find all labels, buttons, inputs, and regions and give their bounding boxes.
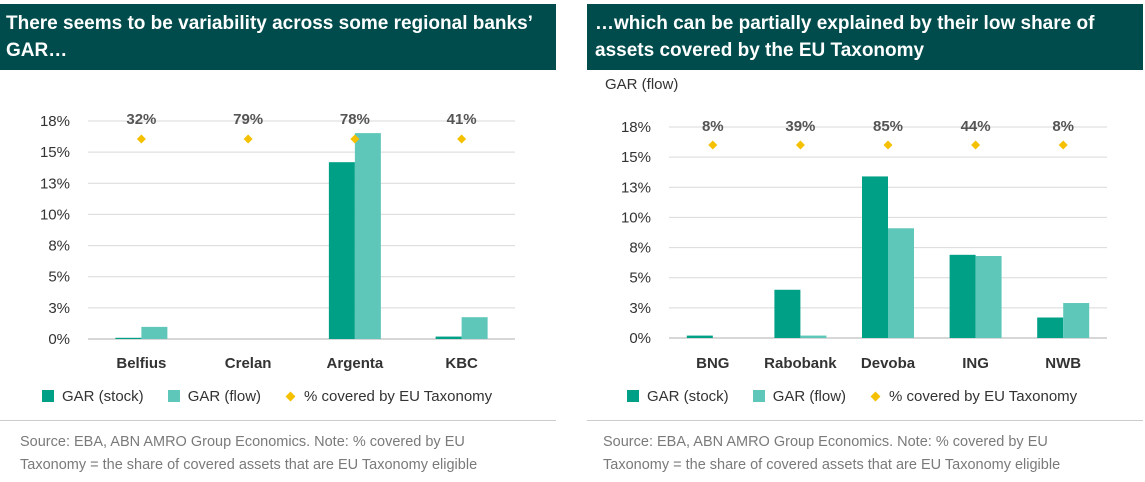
- y-tick-label: 0%: [48, 331, 70, 348]
- legend-label-stock: GAR (stock): [647, 387, 729, 405]
- bar-flow: [1063, 303, 1090, 338]
- chart-title: …which can be partially explained by the…: [595, 13, 1095, 61]
- chart-title: There seems to be variability across som…: [6, 13, 532, 61]
- legend-label-coverage: % covered by EU Taxonomy: [889, 387, 1078, 405]
- x-tick-label: BNG: [696, 355, 729, 372]
- divider: [0, 420, 556, 421]
- bar-chart: 0% 3% 5% 8% 10% 13% 15% 18% BNG 8% Rabobank 39% Devo…: [621, 118, 1107, 372]
- bar-stock: [1037, 317, 1064, 338]
- chart-title-bar: There seems to be variability across som…: [0, 4, 556, 70]
- bar-stock: [328, 162, 355, 339]
- coverage-label: 79%: [233, 111, 263, 128]
- y-tick-label: 15%: [621, 149, 651, 166]
- y-tick-label: 8%: [48, 238, 70, 255]
- y-tick-label: 0%: [629, 330, 651, 347]
- diamond-marker-icon: [870, 391, 881, 401]
- chart-legend: GAR (stock) GAR (flow) % covered by EU T…: [627, 384, 1101, 408]
- y-tick-label: 18%: [621, 119, 651, 136]
- coverage-label: 85%: [873, 118, 903, 135]
- bar-flow: [888, 228, 914, 338]
- bar-flow: [141, 326, 168, 339]
- coverage-label: 78%: [340, 111, 370, 128]
- bar-flow: [800, 335, 827, 338]
- legend-label-flow: GAR (flow): [187, 387, 262, 405]
- diamond-marker-icon: [285, 391, 296, 401]
- x-tick-label: ING: [962, 355, 989, 372]
- y-tick-label: 13%: [621, 179, 651, 196]
- y-tick-label: 10%: [621, 209, 651, 226]
- coverage-label: 8%: [702, 118, 724, 135]
- left-chart-panel: There seems to be variability across som…: [0, 0, 556, 482]
- right-chart-panel: …which can be partially explained by the…: [587, 0, 1143, 482]
- x-tick-label: Devoba: [861, 355, 916, 372]
- y-tick-label: 3%: [48, 300, 70, 317]
- coverage-marker: [883, 140, 893, 150]
- coverage-marker: [243, 134, 253, 144]
- legend-label-flow: GAR (flow): [772, 387, 847, 405]
- coverage-label: 8%: [1052, 118, 1074, 135]
- source-line-2: Taxonomy = the share of covered assets t…: [603, 457, 1061, 473]
- y-tick-label: 5%: [48, 269, 70, 286]
- x-tick-label: Argenta: [327, 355, 384, 372]
- source-note: Source: EBA, ABN AMRO Group Economics. N…: [20, 431, 477, 477]
- bar-chart: 0% 3% 5% 8% 10% 13% 15% 18% Belfius 32% Crelan 79% A…: [40, 111, 515, 372]
- bar-stock: [115, 337, 142, 339]
- coverage-marker: [457, 134, 467, 144]
- y-tick-label: 3%: [629, 300, 651, 317]
- legend-label-stock: GAR (stock): [62, 387, 144, 405]
- x-tick-label: Belfius: [116, 355, 166, 372]
- legend-item-coverage: % covered by EU Taxonomy: [285, 388, 492, 405]
- legend-item-coverage: % covered by EU Taxonomy: [870, 388, 1077, 405]
- legend-item-stock: GAR (stock): [42, 388, 144, 405]
- chart-legend: GAR (stock) GAR (flow) % covered by EU T…: [42, 384, 516, 408]
- bar-flow: [354, 133, 381, 339]
- legend-swatch-flow: [167, 390, 180, 402]
- y-tick-label: 5%: [629, 270, 651, 287]
- legend-item-flow: GAR (flow): [752, 387, 847, 405]
- legend-swatch-stock: [42, 390, 54, 402]
- x-tick-label: KBC: [445, 355, 478, 372]
- bar-flow: [975, 256, 1002, 338]
- coverage-marker: [136, 134, 146, 144]
- y-axis-title: GAR (flow): [605, 76, 679, 93]
- bar-stock: [949, 254, 976, 338]
- y-tick-label: 18%: [40, 113, 70, 130]
- bar-flow: [461, 317, 488, 339]
- x-tick-label: Crelan: [225, 355, 272, 372]
- divider: [587, 420, 1143, 421]
- legend-item-stock: GAR (stock): [627, 388, 729, 405]
- legend-swatch-stock: [627, 390, 639, 402]
- coverage-label: 41%: [447, 111, 477, 128]
- chart-title-bar: …which can be partially explained by the…: [587, 4, 1143, 70]
- coverage-marker: [971, 140, 981, 150]
- coverage-label: 44%: [961, 118, 991, 135]
- x-tick-label: Rabobank: [764, 355, 837, 372]
- coverage-marker: [350, 134, 360, 144]
- source-line-1: Source: EBA, ABN AMRO Group Economics. N…: [603, 434, 1048, 450]
- x-tick-label: NWB: [1045, 355, 1081, 372]
- coverage-label: 39%: [785, 118, 815, 135]
- coverage-marker: [708, 140, 718, 150]
- y-tick-label: 13%: [40, 175, 70, 192]
- bar-stock: [774, 289, 801, 338]
- legend-item-flow: GAR (flow): [167, 387, 262, 405]
- bar-stock: [686, 335, 713, 338]
- legend-label-coverage: % covered by EU Taxonomy: [304, 387, 493, 405]
- bar-stock: [862, 176, 888, 338]
- source-note: Source: EBA, ABN AMRO Group Economics. N…: [603, 431, 1060, 477]
- coverage-label: 32%: [126, 111, 156, 128]
- y-tick-label: 8%: [629, 240, 651, 257]
- y-tick-label: 15%: [40, 144, 70, 161]
- legend-swatch-flow: [752, 390, 765, 402]
- coverage-marker: [795, 140, 805, 150]
- y-tick-label: 10%: [40, 206, 70, 223]
- bar-stock: [435, 336, 462, 339]
- source-line-2: Taxonomy = the share of covered assets t…: [20, 457, 478, 473]
- coverage-marker: [1058, 140, 1068, 150]
- source-line-1: Source: EBA, ABN AMRO Group Economics. N…: [20, 434, 465, 450]
